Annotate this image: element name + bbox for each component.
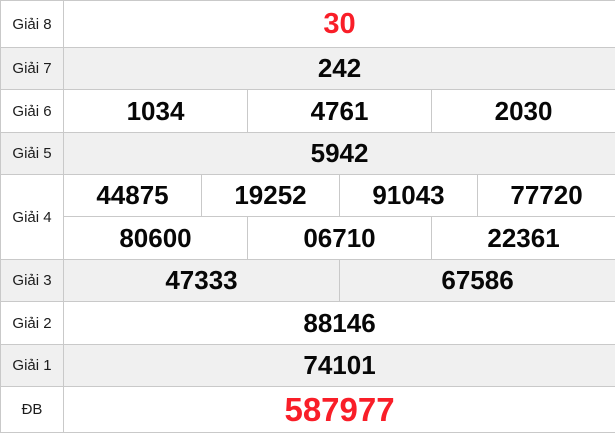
prize-label-db: ĐB <box>1 387 64 433</box>
table-row-giai-4-line1: Giải 4 44875 19252 91043 77720 <box>1 175 615 217</box>
prize-number-giai-6-1: 1034 <box>64 90 248 133</box>
prize-number-giai-3-1: 47333 <box>64 260 340 302</box>
prize-number-db: 587977 <box>64 387 615 433</box>
table-row-giai-5: Giải 5 5942 <box>1 133 615 175</box>
prize-number-giai-7: 242 <box>64 48 615 90</box>
prize-number-giai-5: 5942 <box>64 133 615 175</box>
prize-number-giai-6-3: 2030 <box>432 90 615 133</box>
prize-number-giai-3-2: 67586 <box>340 260 615 302</box>
prize-number-giai-4-1: 44875 <box>64 175 202 217</box>
prize-number-giai-4-6: 06710 <box>248 217 432 260</box>
prize-label-giai-2: Giải 2 <box>1 302 64 345</box>
table-row-giai-6: Giải 6 1034 4761 2030 <box>1 90 615 133</box>
table-row-giai-3: Giải 3 47333 67586 <box>1 260 615 302</box>
prize-number-giai-4-2: 19252 <box>202 175 340 217</box>
prize-label-giai-1: Giải 1 <box>1 345 64 387</box>
prize-number-giai-4-5: 80600 <box>64 217 248 260</box>
prize-label-giai-5: Giải 5 <box>1 133 64 175</box>
prize-label-giai-6: Giải 6 <box>1 90 64 133</box>
prize-number-giai-8: 30 <box>64 1 615 48</box>
prize-label-giai-3: Giải 3 <box>1 260 64 302</box>
table-row-giai-7: Giải 7 242 <box>1 48 615 90</box>
table-row-giai-8: Giải 8 30 <box>1 1 615 48</box>
prize-label-giai-8: Giải 8 <box>1 1 64 48</box>
prize-label-giai-7: Giải 7 <box>1 48 64 90</box>
table-row-giai-2: Giải 2 88146 <box>1 302 615 345</box>
prize-number-giai-6-2: 4761 <box>248 90 432 133</box>
prize-number-giai-4-7: 22361 <box>432 217 615 260</box>
prize-number-giai-4-3: 91043 <box>340 175 478 217</box>
table-row-giai-4-line2: 80600 06710 22361 <box>1 217 615 260</box>
prize-number-giai-1: 74101 <box>64 345 615 387</box>
prize-label-giai-4: Giải 4 <box>1 175 64 260</box>
table-row-giai-1: Giải 1 74101 <box>1 345 615 387</box>
prize-number-giai-4-4: 77720 <box>478 175 615 217</box>
prize-number-giai-2: 88146 <box>64 302 615 345</box>
table-row-db: ĐB 587977 <box>1 387 615 433</box>
